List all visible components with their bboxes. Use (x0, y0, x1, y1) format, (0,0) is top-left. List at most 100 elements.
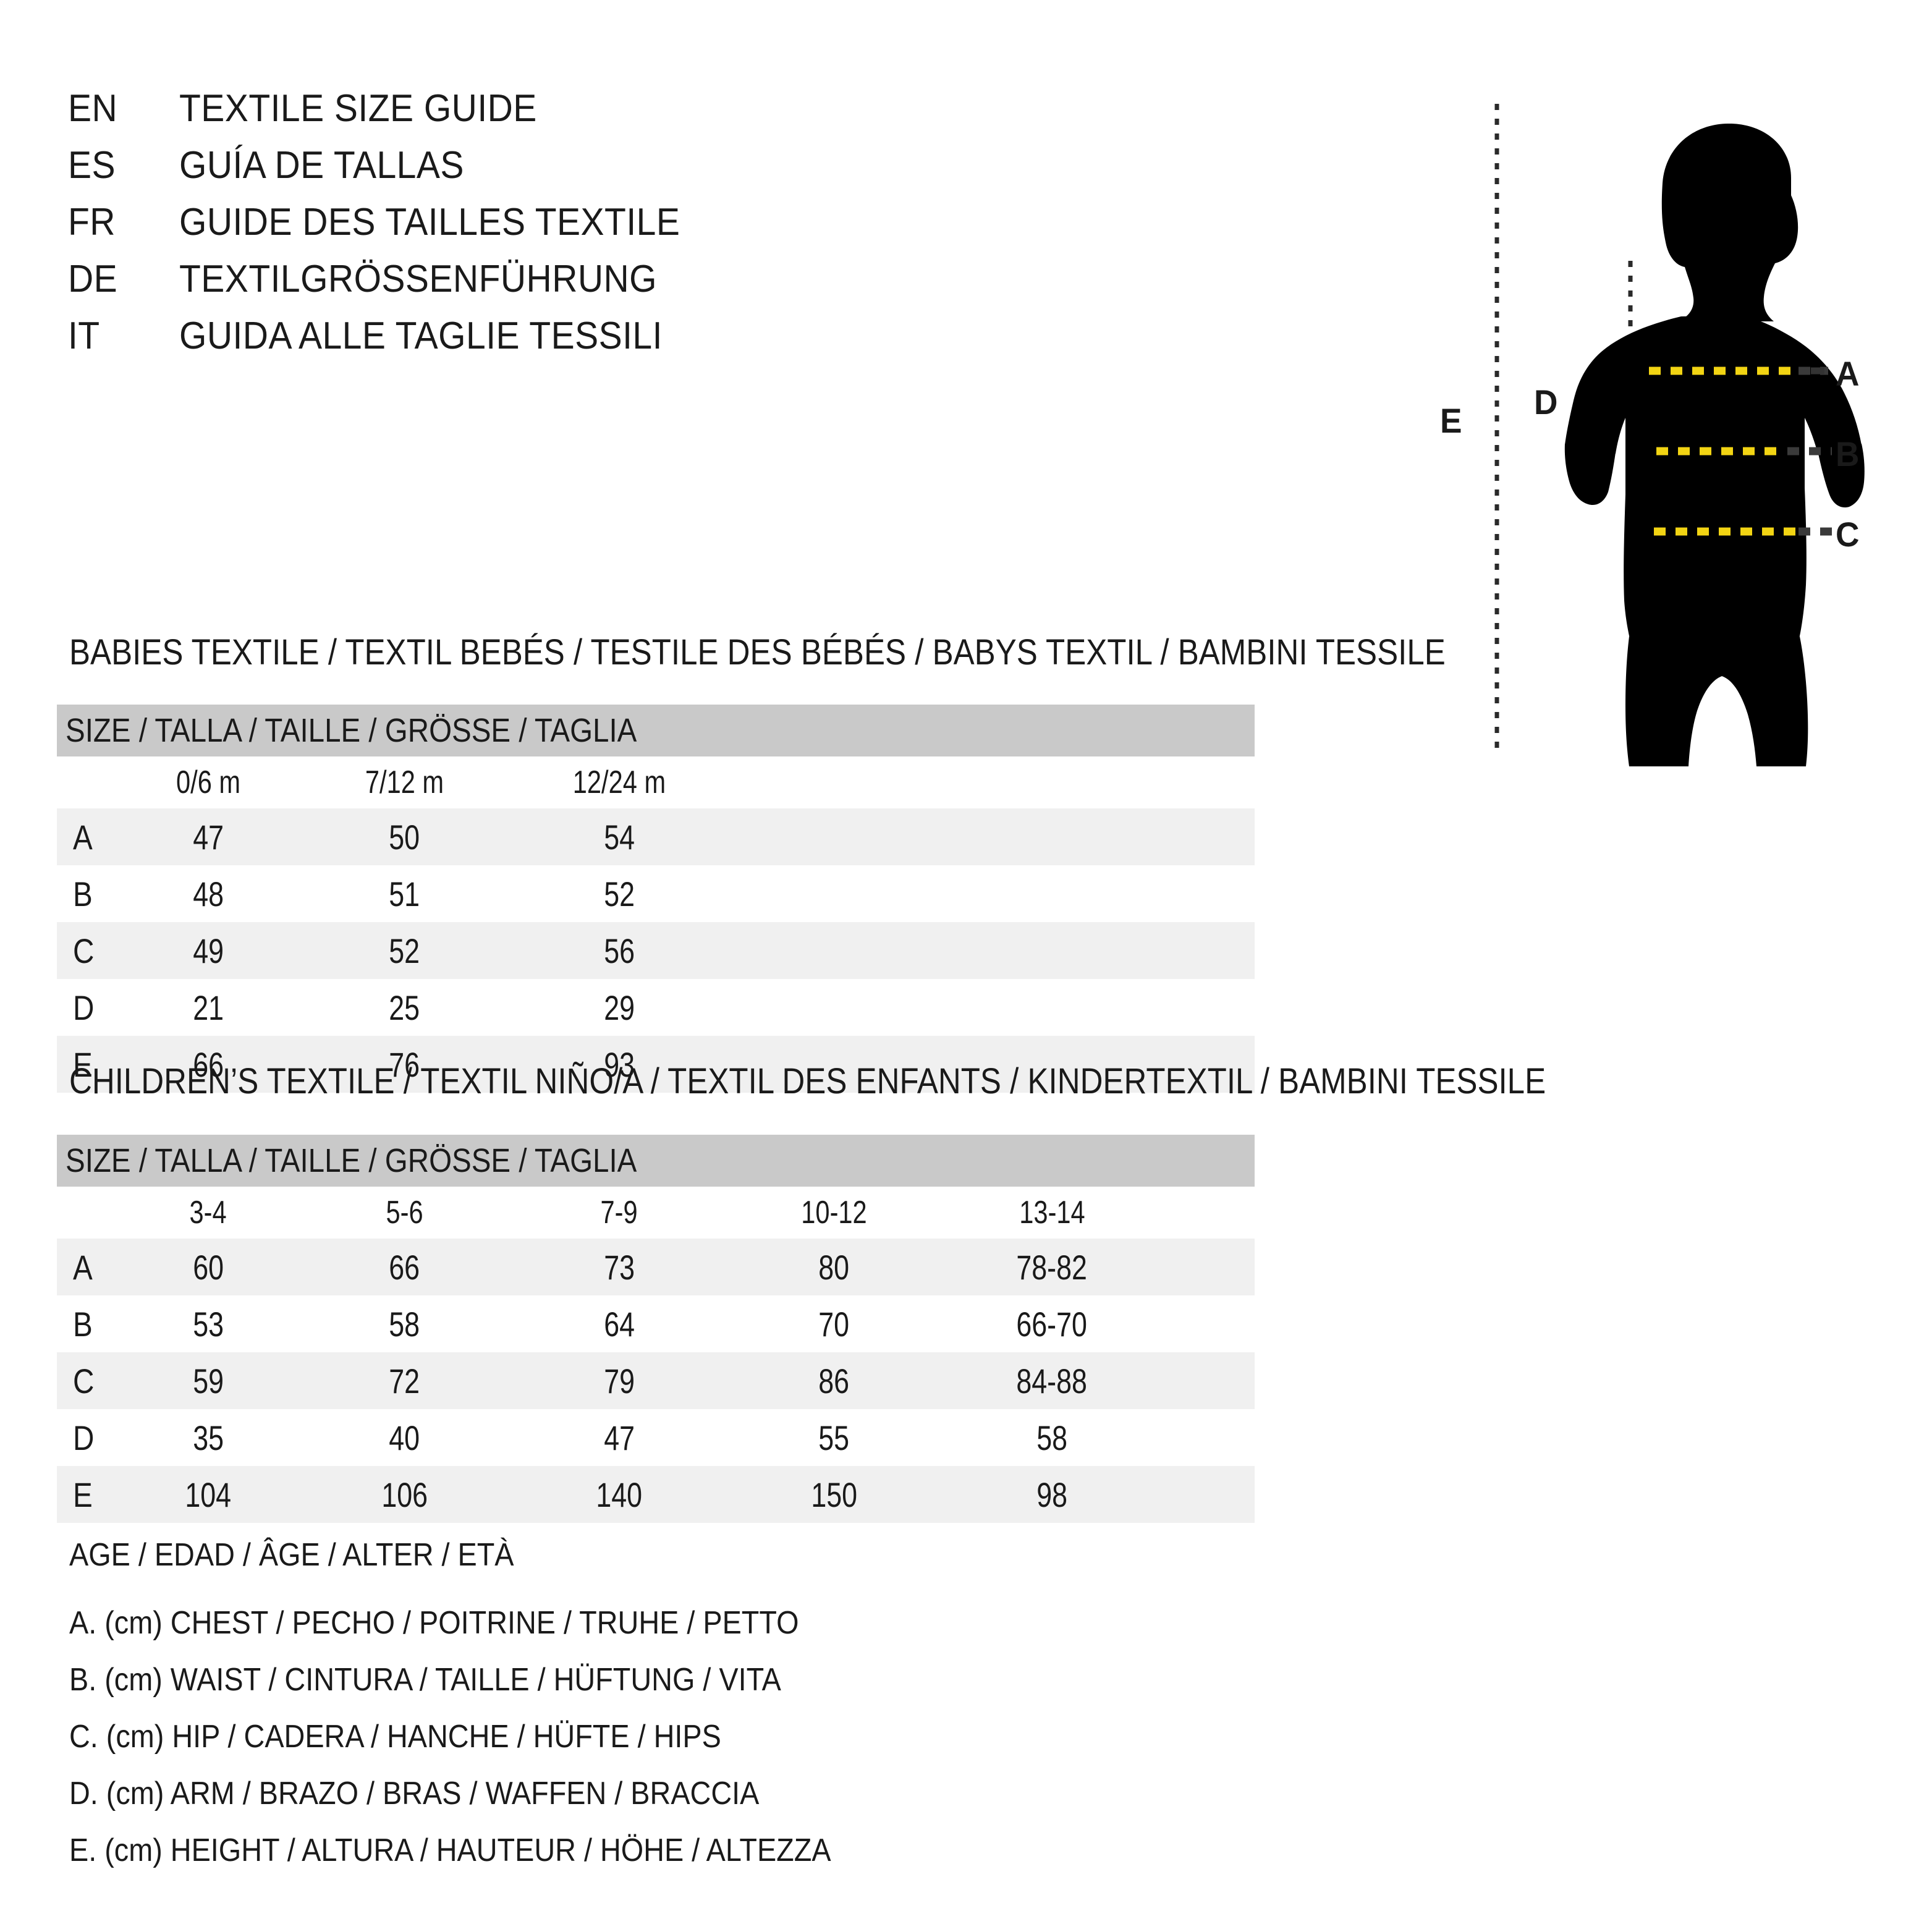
children-cell-2-3: 86 (727, 1352, 941, 1409)
children-cell-1-1: 58 (298, 1295, 511, 1352)
legend-item-e: E. (cm) HEIGHT / ALTURA / HAUTEUR / HÖHE… (69, 1832, 831, 1868)
babies-cell-2-0: 49 (119, 922, 298, 979)
babies-row-label-1: B (57, 865, 119, 922)
babies-table-header-text: SIZE / TALLA / TAILLE / GRÖSSE / TAGLIA (66, 712, 637, 749)
table-row: C 49 52 56 (57, 922, 1255, 979)
children-table-header-bar: SIZE / TALLA / TAILLE / GRÖSSE / TAGLIA (57, 1135, 1255, 1187)
figure-label-e: E (1440, 401, 1462, 440)
language-header: EN TEXTILE SIZE GUIDE ES GUÍA DE TALLAS … (68, 87, 724, 371)
table-row: B 53 58 64 70 66-70 (57, 1295, 1255, 1352)
babies-cell-4-0: 66 (119, 1036, 298, 1093)
children-cell-3-4: 58 (941, 1409, 1163, 1466)
children-cell-0-3: 80 (727, 1239, 941, 1295)
language-title-it: GUIDA ALLE TAGLIE TESSILI (179, 315, 663, 357)
babies-row-label-3: D (57, 979, 119, 1036)
legend-age-line: AGE / EDAD / ÂGE / ALTER / ETÀ (69, 1537, 514, 1573)
babies-cell-3-pad (727, 979, 1255, 1036)
babies-table-header-cell: SIZE / TALLA / TAILLE / GRÖSSE / TAGLIA (57, 705, 1255, 756)
legend-item-d: D. (cm) ARM / BRAZO / BRAS / WAFFEN / BR… (69, 1776, 760, 1811)
language-row-es: ES GUÍA DE TALLAS (68, 143, 724, 200)
babies-cell-0-1: 50 (298, 808, 511, 865)
children-cell-0-pad (1163, 1239, 1255, 1295)
babies-column-header-1: 7/12 m (298, 756, 511, 808)
children-size-table: SIZE / TALLA / TAILLE / GRÖSSE / TAGLIA … (57, 1135, 1255, 1523)
language-title-de: TEXTILGRÖSSENFÜHRUNG (179, 258, 657, 300)
table-row: D 35 40 47 55 58 (57, 1409, 1255, 1466)
children-section-title: CHILDREN’S TEXTILE / TEXTIL NIÑO/A / TEX… (69, 1061, 1546, 1101)
children-cell-4-1: 106 (298, 1466, 511, 1523)
language-row-de: DE TEXTILGRÖSSENFÜHRUNG (68, 257, 724, 314)
babies-corner-cell (57, 756, 119, 808)
babies-cell-4-1: 76 (298, 1036, 511, 1093)
children-cell-2-0: 59 (119, 1352, 298, 1409)
figure-label-c: C (1836, 515, 1860, 554)
children-cell-4-0: 104 (119, 1466, 298, 1523)
babies-row-label-0: A (57, 808, 119, 865)
babies-column-header-spacer (727, 756, 1255, 808)
child-silhouette-shape (1564, 124, 1865, 766)
babies-row-label-2: C (57, 922, 119, 979)
table-row: D 21 25 29 (57, 979, 1255, 1036)
babies-column-header-2: 12/24 m (511, 756, 727, 808)
figure-label-a: A (1836, 354, 1860, 393)
children-column-header-1: 5-6 (298, 1187, 511, 1239)
babies-cell-2-2: 56 (511, 922, 727, 979)
child-silhouette-diagram (1494, 104, 1865, 766)
babies-cell-3-1: 25 (298, 979, 511, 1036)
children-cell-0-1: 66 (298, 1239, 511, 1295)
figure-label-b: B (1836, 434, 1860, 473)
language-title-es: GUÍA DE TALLAS (179, 144, 464, 187)
children-cell-1-0: 53 (119, 1295, 298, 1352)
babies-cell-1-0: 48 (119, 865, 298, 922)
language-code-es: ES (68, 144, 116, 187)
babies-cell-1-1: 51 (298, 865, 511, 922)
legend-item-a: A. (cm) CHEST / PECHO / POITRINE / TRUHE… (69, 1605, 799, 1641)
children-row-label-2: C (57, 1352, 119, 1409)
babies-cell-4-2: 93 (511, 1036, 727, 1093)
children-cell-2-1: 72 (298, 1352, 511, 1409)
babies-cell-2-1: 52 (298, 922, 511, 979)
babies-col-label-2: 12/24 m (572, 765, 666, 800)
children-row-label-0: A (57, 1239, 119, 1295)
children-cell-4-3: 150 (727, 1466, 941, 1523)
children-cell-1-2: 64 (511, 1295, 727, 1352)
children-cell-1-3: 70 (727, 1295, 941, 1352)
children-column-head-row: 3-4 5-6 7-9 10-12 13-14 (57, 1187, 1255, 1239)
babies-cell-0-0: 47 (119, 808, 298, 865)
children-row-label-3: D (57, 1409, 119, 1466)
babies-size-table: SIZE / TALLA / TAILLE / GRÖSSE / TAGLIA … (57, 705, 1255, 1093)
children-table-header-text: SIZE / TALLA / TAILLE / GRÖSSE / TAGLIA (66, 1142, 637, 1179)
children-row-label-4: E (57, 1466, 119, 1523)
children-cell-3-pad (1163, 1409, 1255, 1466)
children-cell-4-pad (1163, 1466, 1255, 1523)
language-row-fr: FR GUIDE DES TAILLES TEXTILE (68, 200, 724, 257)
babies-cell-0-2: 54 (511, 808, 727, 865)
table-row: C 59 72 79 86 84-88 (57, 1352, 1255, 1409)
children-corner-cell (57, 1187, 119, 1239)
children-cell-3-0: 35 (119, 1409, 298, 1466)
babies-col-label-0: 0/6 m (176, 765, 241, 800)
children-row-label-1: B (57, 1295, 119, 1352)
babies-cell-4-pad (727, 1036, 1255, 1093)
babies-column-head-row: 0/6 m 7/12 m 12/24 m (57, 756, 1255, 808)
children-cell-0-4: 78-82 (941, 1239, 1163, 1295)
children-column-header-4: 13-14 (941, 1187, 1163, 1239)
legend-item-b: B. (cm) WAIST / CINTURA / TAILLE / HÜFTU… (69, 1662, 781, 1698)
language-code-en: EN (68, 87, 118, 130)
children-cell-3-3: 55 (727, 1409, 941, 1466)
children-cell-3-2: 47 (511, 1409, 727, 1466)
figure-label-d: D (1534, 383, 1558, 422)
children-column-header-3: 10-12 (727, 1187, 941, 1239)
children-cell-0-2: 73 (511, 1239, 727, 1295)
babies-section-title: BABIES TEXTILE / TEXTIL BEBÉS / TESTILE … (69, 632, 1446, 672)
measurement-legend: AGE / EDAD / ÂGE / ALTER / ETÀ A. (cm) C… (69, 1527, 916, 1879)
babies-cell-1-pad (727, 865, 1255, 922)
table-row: B 48 51 52 (57, 865, 1255, 922)
babies-cell-1-2: 52 (511, 865, 727, 922)
babies-row-label-4: E (57, 1036, 119, 1093)
measurement-figure: A B C D E (1403, 62, 1885, 773)
children-cell-2-4: 84-88 (941, 1352, 1163, 1409)
babies-cell-0-pad (727, 808, 1255, 865)
language-row-it: IT GUIDA ALLE TAGLIE TESSILI (68, 314, 724, 371)
language-title-en: TEXTILE SIZE GUIDE (179, 87, 537, 130)
